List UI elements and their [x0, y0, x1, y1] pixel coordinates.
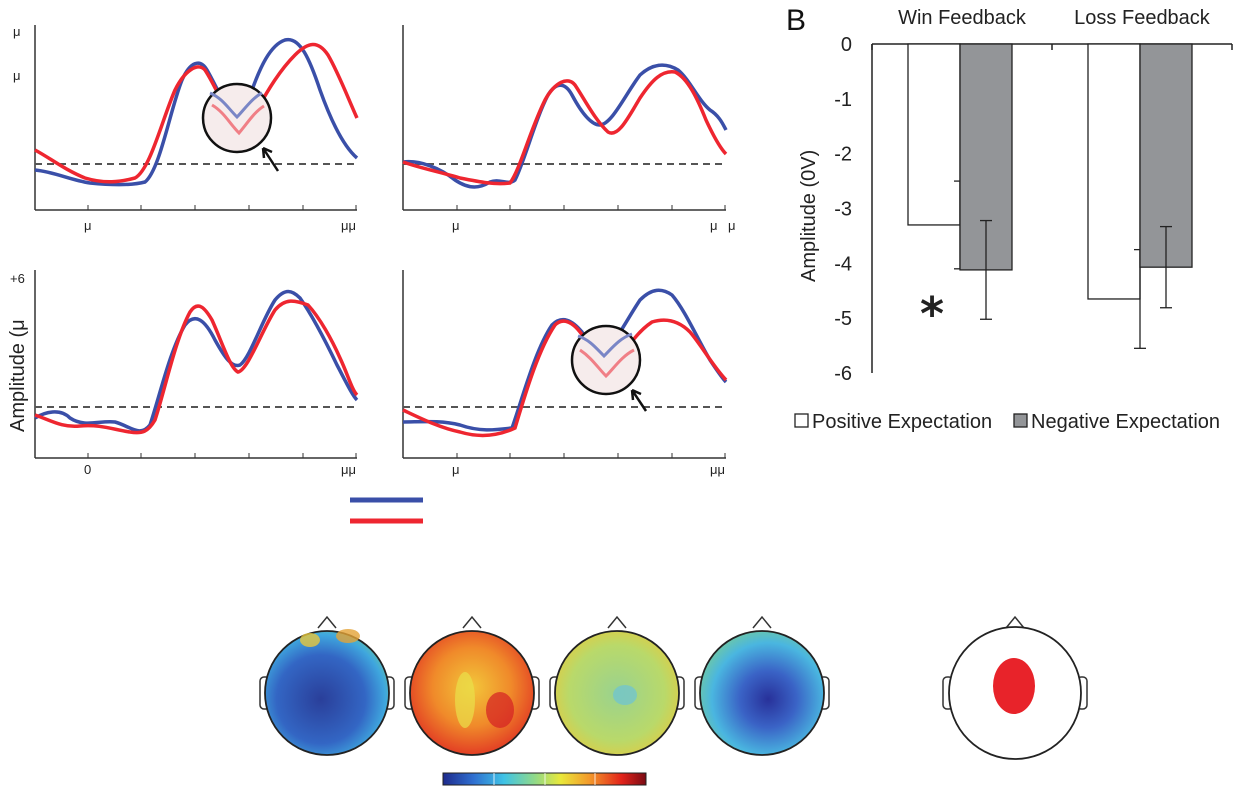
erp-plot-top-left: μ μ μ μμ: [13, 24, 359, 233]
highlight-circle: [201, 82, 273, 154]
arrow-icon: [261, 146, 280, 172]
series-blue-line: [34, 37, 359, 187]
erp-plot-bottom-right: μ μμ: [402, 270, 728, 477]
legend-swatch-negative: [1013, 413, 1028, 428]
y-axis-label: Amplitude (μ: [7, 319, 29, 432]
series-blue-line: [34, 289, 359, 433]
x-label-right: μμ: [341, 462, 356, 477]
error-bar: [980, 219, 992, 320]
bar-chart: 0-1-2-3-4-5-6 Win Feedback Loss Feedback …: [798, 7, 1233, 385]
bar-y-tick-label: -6: [834, 363, 852, 385]
topomap-2: [404, 615, 540, 756]
nose: [317, 615, 337, 629]
x-label-left: μ: [452, 462, 460, 477]
bar-y-tick-label: -5: [834, 308, 852, 330]
bar-y-tick-label: 0: [841, 34, 852, 56]
erp-legend: [350, 497, 423, 524]
electrode-region: [993, 658, 1035, 714]
legend-swatch-positive: [794, 413, 809, 428]
x-label-left: μ: [84, 218, 92, 233]
panel-b-label: B: [786, 4, 806, 37]
bar-legend: Positive Expectation Negative Expectatio…: [794, 411, 1220, 433]
x-label-right: μμ: [341, 218, 356, 233]
x-label-right: μμ: [710, 462, 725, 477]
error-bar: [1160, 225, 1172, 309]
bar-y-tick-label: -3: [834, 199, 852, 221]
legend-label-negative: Negative Expectation: [1031, 411, 1220, 433]
topomap-3: [549, 615, 685, 756]
x-label-right-b: μ: [728, 218, 736, 233]
x-label-left: 0: [84, 462, 91, 477]
bar-category-label: Win Feedback: [898, 7, 1027, 29]
x-ticks: [87, 205, 357, 210]
electrode-site-map: [942, 615, 1088, 760]
topomap-1: [259, 615, 395, 756]
bar-y-tick-label: -2: [834, 144, 852, 166]
bar-positive-win: [907, 43, 961, 226]
colorbar: [442, 772, 647, 786]
bar-y-axis-title: Amplitude (0V): [798, 150, 820, 282]
arrow-icon: [630, 388, 648, 412]
series-red-line: [402, 70, 728, 186]
y-top-label: +6: [10, 271, 25, 286]
erp-plot-top-right: μ μ μ: [402, 25, 736, 233]
bar-positive-loss: [1087, 43, 1141, 300]
series-red-line: [34, 299, 359, 435]
legend-label-positive: Positive Expectation: [812, 411, 992, 433]
y-unit-label: μ: [13, 24, 21, 39]
series-blue-line: [402, 288, 728, 432]
highlight-circle: [570, 324, 642, 396]
bar-y-tick-label: -1: [834, 89, 852, 111]
x-label-right-a: μ: [710, 218, 718, 233]
topomap-4: [694, 615, 830, 756]
significance-star: *: [920, 287, 944, 341]
bar-category-label: Loss Feedback: [1074, 7, 1211, 29]
erp-plot-bottom-left: +6 Amplitude (μ 0 μμ: [7, 270, 359, 477]
series-blue-line: [402, 63, 728, 189]
series-red-line: [402, 318, 728, 438]
y-unit-label-2: μ: [13, 68, 21, 83]
bar-y-tick-label: -4: [834, 253, 852, 275]
x-label-left: μ: [452, 218, 460, 233]
